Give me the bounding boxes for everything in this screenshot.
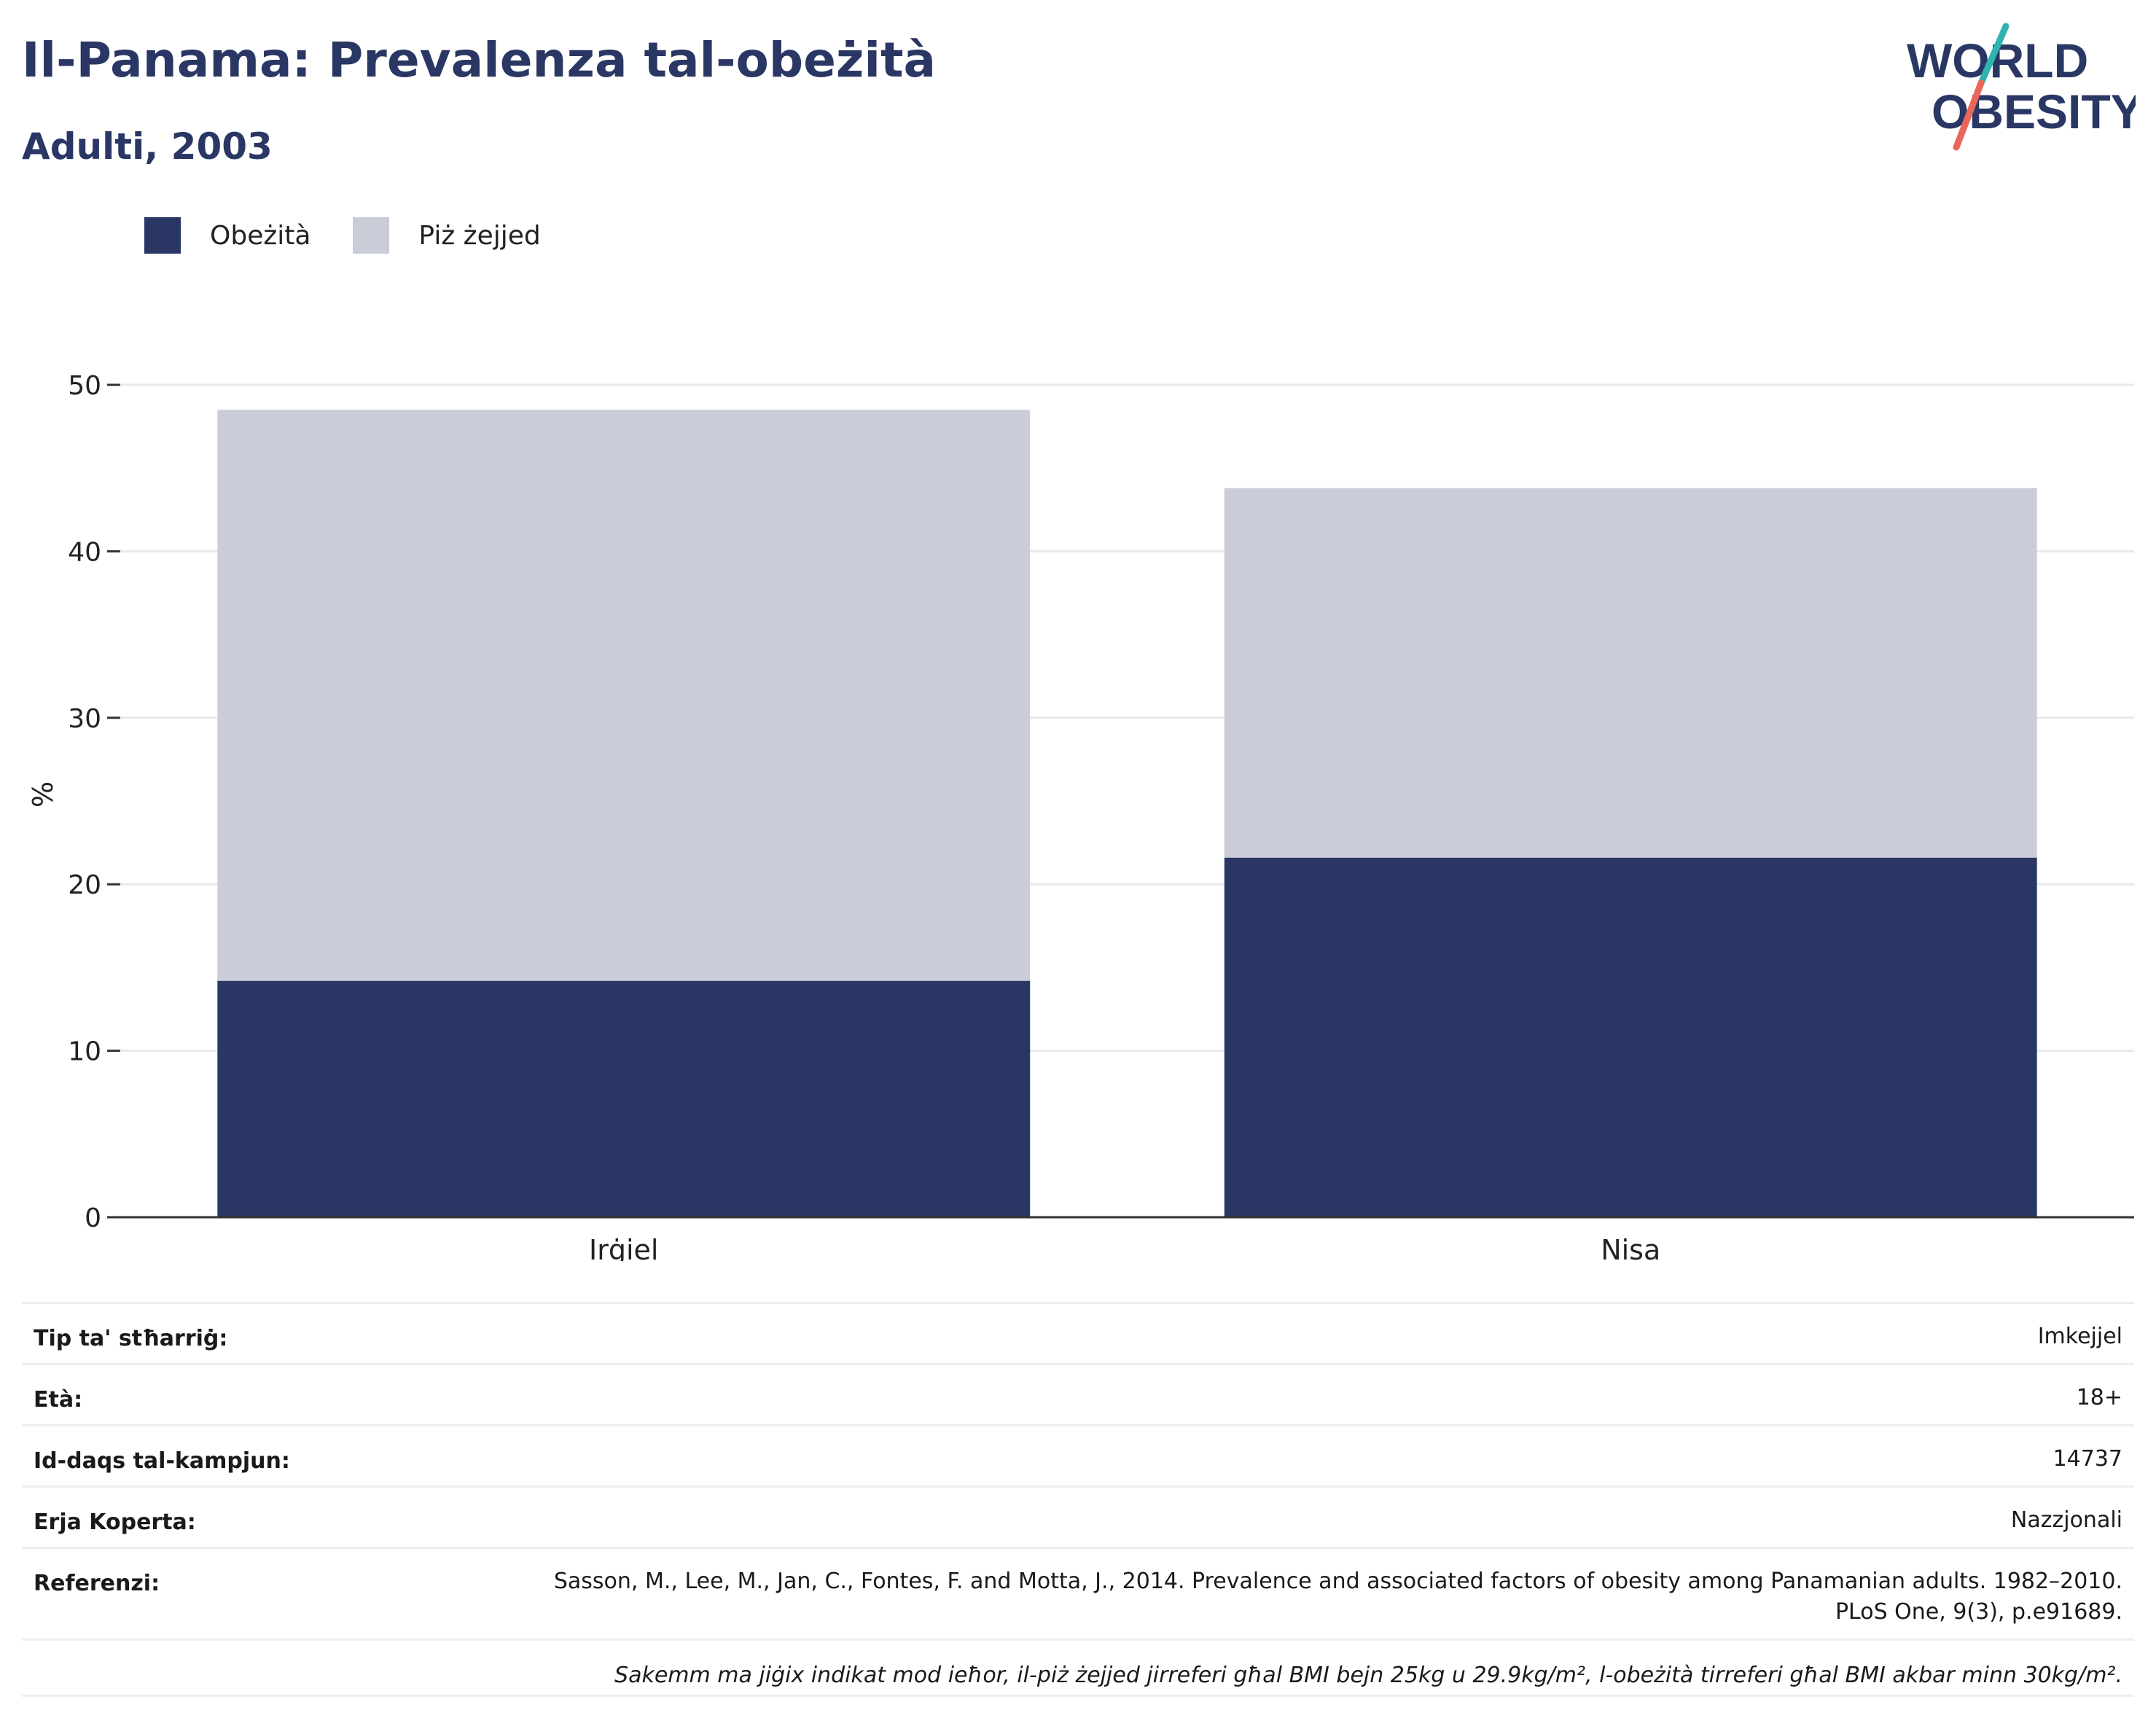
bar-obesity-1[interactable] xyxy=(1224,857,2037,1217)
info-label-age: Età: xyxy=(34,1387,83,1413)
legend-swatch-overweight xyxy=(353,217,390,254)
legend-item-overweight[interactable]: Piż żejjed xyxy=(353,217,541,254)
chart-legend: Obeżità Piż żejjed xyxy=(144,217,583,254)
y-tick-label: 0 xyxy=(85,1203,101,1233)
chart-title: Il-Panama: Prevalenza tal-obeżità xyxy=(22,32,937,88)
y-tick-label: 40 xyxy=(68,537,101,567)
info-row-survey-type: Tip ta' stħarriġ: Imkejjel xyxy=(22,1302,2134,1363)
x-tick-label: Irġiel xyxy=(589,1234,658,1261)
info-row-age: Età: 18+ xyxy=(22,1363,2134,1424)
info-value-survey-type: Imkejjel xyxy=(2037,1324,2122,1349)
legend-item-obesity[interactable]: Obeżità xyxy=(144,217,310,254)
info-label-area: Erja Koperta: xyxy=(34,1510,196,1535)
y-tick-label: 10 xyxy=(68,1037,101,1067)
info-label-references: Referenzi: xyxy=(34,1571,160,1596)
legend-swatch-obesity xyxy=(144,217,181,254)
logo-slash-teal xyxy=(1977,23,2009,87)
y-axis-ticks: 0 10 20 30 40 50 xyxy=(68,371,101,1233)
x-tick-label: Nisa xyxy=(1601,1234,1660,1261)
info-value-area: Nazzjonali xyxy=(2010,1507,2122,1533)
chart-bars xyxy=(120,410,2134,1219)
y-tick-label: 20 xyxy=(68,870,101,900)
bar-overweight-1[interactable] xyxy=(1224,488,2037,858)
legend-label-obesity: Obeżità xyxy=(210,220,311,251)
survey-info-table: Tip ta' stħarriġ: Imkejjel Età: 18+ Id-d… xyxy=(22,1302,2134,1697)
y-axis-label: % xyxy=(27,781,59,808)
logo-slash-coral xyxy=(1953,79,1985,151)
world-obesity-logo: WORLD OBESITY xyxy=(1907,23,2136,151)
y-tick-label: 50 xyxy=(68,371,101,401)
info-value-references: Sasson, M., Lee, M., Jan, C., Fontes, F.… xyxy=(553,1569,2122,1625)
bar-chart: 0 10 20 30 40 50 Irġiel Nisa % xyxy=(27,371,2134,1261)
chart-subtitle: Adulti, 2003 xyxy=(22,125,273,168)
bar-obesity-0[interactable] xyxy=(217,980,1031,1217)
info-row-references: Referenzi: Sasson, M., Lee, M., Jan, C.,… xyxy=(22,1547,2134,1639)
info-row-area: Erja Koperta: Nazzjonali xyxy=(22,1485,2134,1547)
x-axis-ticks: Irġiel Nisa xyxy=(589,1234,1660,1261)
info-label-sample-size: Id-daqs tal-kampjun: xyxy=(34,1448,290,1474)
info-value-sample-size: 14737 xyxy=(2053,1446,2122,1472)
legend-label-overweight: Piż żejjed xyxy=(418,220,541,251)
definition-note: Sakemm ma jiġix indikat mod ieħor, il-pi… xyxy=(22,1639,2134,1697)
info-label-survey-type: Tip ta' stħarriġ: xyxy=(34,1326,228,1351)
info-value-age: 18+ xyxy=(2076,1385,2122,1410)
info-row-sample-size: Id-daqs tal-kampjun: 14737 xyxy=(22,1424,2134,1485)
y-tick-label: 30 xyxy=(68,704,101,734)
bar-overweight-0[interactable] xyxy=(217,410,1031,981)
